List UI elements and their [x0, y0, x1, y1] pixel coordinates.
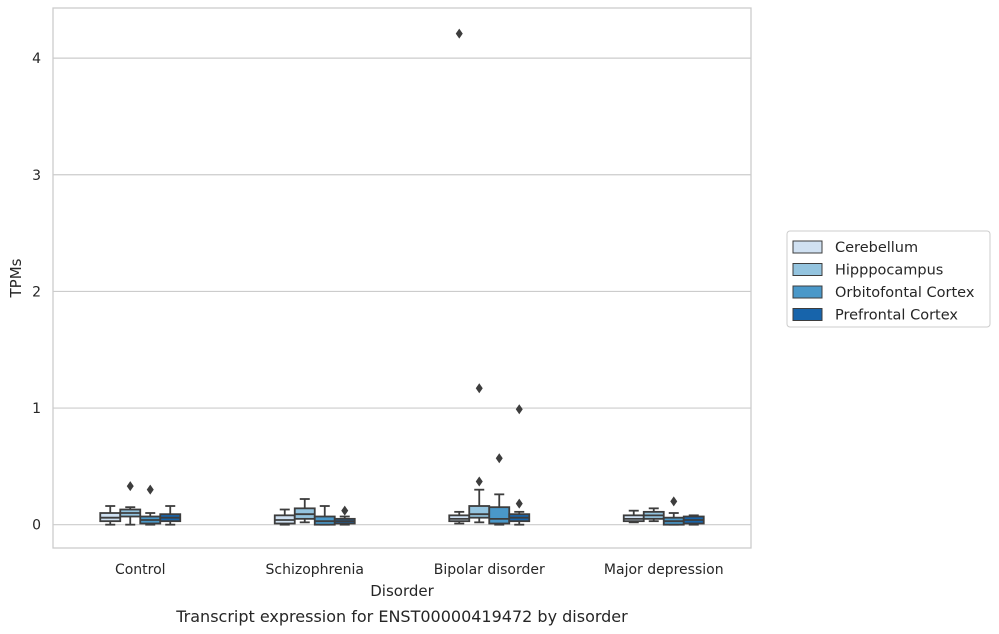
box-hipppocampus — [293, 498, 316, 524]
x-tick-label: Schizophrenia — [266, 562, 364, 578]
box-orbitofontal-cortex — [313, 505, 336, 526]
legend-label: Hipppocampus — [835, 263, 943, 279]
legend-frame — [786, 230, 991, 328]
x-tick-label: Bipolar disorder — [434, 562, 545, 578]
box-hipppocampus — [642, 507, 665, 523]
legend-swatch — [792, 240, 823, 254]
y-axis-ticks: 0 1 2 3 4 — [32, 51, 41, 534]
plot-frame — [52, 7, 752, 549]
box-cerebellum — [99, 505, 122, 526]
box-orbitofontal-cortex — [139, 484, 162, 526]
box-prefrontal-cortex — [682, 514, 705, 526]
legend: Cerebellum Hipppocampus Orbitofontal Corte… — [786, 230, 991, 328]
box-hipppocampus — [119, 481, 142, 526]
box-body — [488, 506, 511, 525]
box-cerebellum — [448, 28, 471, 525]
outlier-point — [126, 481, 134, 492]
legend-entry: Orbitofontal Cortex — [792, 285, 975, 301]
box-cerebellum — [622, 509, 645, 524]
box-prefrontal-cortex — [159, 505, 182, 526]
y-tick-label: 3 — [32, 168, 41, 184]
legend-entry: Hipppocampus — [792, 263, 943, 279]
y-tick-label: 0 — [32, 518, 41, 534]
grid-lines — [53, 57, 751, 526]
y-tick-label: 4 — [32, 51, 41, 67]
legend-label: Cerebellum — [835, 240, 918, 256]
box-orbitofontal-cortex — [662, 496, 685, 526]
outlier-point — [670, 496, 678, 507]
box-orbitofontal-cortex — [488, 453, 511, 526]
y-tick-label: 1 — [32, 401, 41, 417]
legend-swatch — [792, 285, 823, 299]
box-series — [99, 28, 705, 526]
box-cerebellum — [273, 508, 296, 526]
x-axis-label: Disorder — [370, 582, 434, 600]
box-body — [468, 505, 491, 519]
outlier-point — [146, 484, 154, 495]
legend-entry: Cerebellum — [792, 240, 918, 256]
legend-label: Orbitofontal Cortex — [835, 285, 975, 301]
outlier-point — [455, 28, 463, 39]
outlier-point — [515, 404, 523, 415]
x-axis-ticks: Control Schizophrenia Bipolar disorder Majo… — [115, 562, 724, 578]
legend-swatch — [792, 308, 823, 321]
outlier-point — [515, 498, 523, 509]
y-tick-label: 2 — [32, 284, 41, 300]
x-tick-label: Major depression — [604, 562, 724, 578]
legend-swatch — [792, 263, 823, 276]
y-axis-label: TPMs — [7, 258, 25, 298]
box-prefrontal-cortex — [333, 505, 356, 526]
outlier-point — [341, 505, 349, 516]
box-prefrontal-cortex — [508, 404, 531, 526]
outlier-point — [495, 453, 503, 464]
x-tick-label: Control — [115, 562, 166, 578]
legend-entry: Prefrontal Cortex — [792, 308, 958, 324]
chart-caption: Transcript expression for ENST0000041947… — [175, 607, 628, 626]
legend-label: Prefrontal Cortex — [835, 308, 958, 324]
outlier-point — [475, 383, 483, 394]
outlier-point — [475, 476, 483, 487]
box-hipppocampus — [468, 383, 491, 524]
